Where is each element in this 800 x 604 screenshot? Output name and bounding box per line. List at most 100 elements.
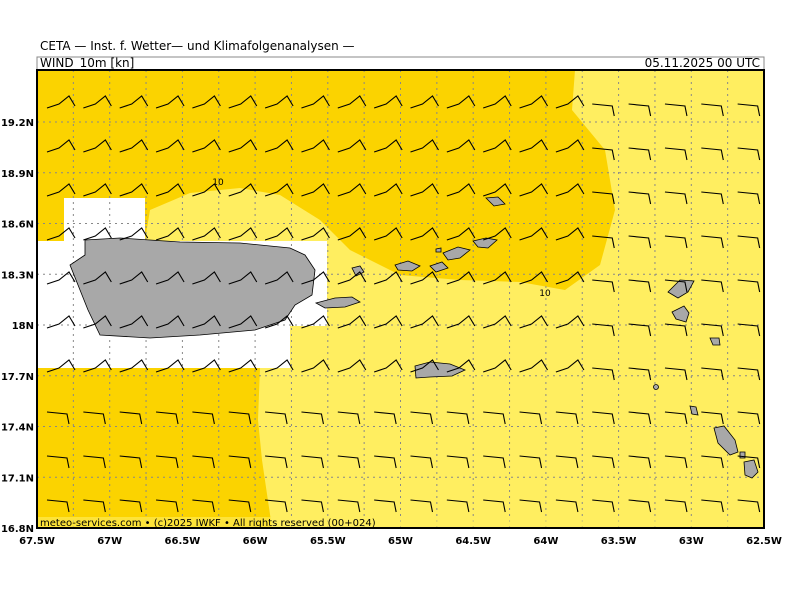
wind-barb: [592, 235, 615, 249]
wind-barb: [628, 323, 652, 337]
wind-barb: [483, 455, 506, 469]
wind-barb: [628, 147, 652, 161]
wind-barb: [155, 499, 179, 513]
wind-barb: [410, 139, 439, 153]
wind-barb: [628, 411, 652, 425]
wind-barb: [228, 359, 258, 373]
wind-barb: [483, 411, 506, 425]
wind-barb: [628, 235, 652, 249]
field-name: WIND_10m [kn]: [40, 56, 134, 70]
wind-barb: [664, 323, 688, 337]
wind-barb: [46, 95, 76, 109]
wind-barb: [119, 139, 149, 153]
map-frame: [36, 69, 765, 529]
wind-barb: [119, 411, 143, 425]
wind-barb: [410, 411, 434, 425]
wind-barb: [737, 367, 761, 381]
wind-barb: [664, 103, 688, 117]
wind-barb: [301, 95, 330, 109]
wind-barb: [83, 227, 112, 241]
wind-barb: [410, 315, 439, 329]
wind-barb: [337, 95, 367, 109]
wind-barb: [192, 271, 221, 285]
wind-barb: [701, 323, 724, 337]
wind-barb: [228, 315, 258, 329]
wind-barb: [519, 411, 543, 425]
wind-barb: [410, 183, 439, 197]
wind-barb: [264, 271, 294, 285]
wind-barb: [664, 455, 688, 469]
wind-barb: [83, 183, 112, 197]
wind-barb: [373, 271, 403, 285]
wind-barb: [46, 499, 70, 513]
wind-barb: [83, 499, 106, 513]
wind-barb: [119, 499, 143, 513]
wind-barb: [446, 227, 476, 241]
wind-barb: [555, 315, 585, 329]
wind-barb: [192, 359, 221, 373]
header-title: CETA — Inst. f. Wetter— und Klimafolgena…: [40, 39, 355, 53]
wind-barb: [119, 315, 149, 329]
wind-barb: [337, 271, 367, 285]
land: [69, 196, 759, 479]
wind-barb: [301, 315, 330, 329]
wind-barb: [701, 367, 724, 381]
wind-barb: [83, 95, 112, 109]
wind-barb: [301, 227, 330, 241]
wind-barb: [119, 455, 143, 469]
wind-barb: [192, 95, 221, 109]
wind-barb: [519, 139, 549, 153]
wind-barb: [483, 359, 512, 373]
wind-barb: [301, 139, 330, 153]
wind-barb: [192, 315, 221, 329]
wind-barb: [155, 359, 185, 373]
wind-barb: [301, 183, 330, 197]
wind-barb: [228, 455, 252, 469]
wind-barb: [337, 359, 367, 373]
wind-barb: [301, 411, 324, 425]
wind-barb: [555, 455, 579, 469]
wind-barb: [46, 411, 70, 425]
x-label: 64.5W: [455, 536, 491, 547]
wind-barb: [83, 271, 112, 285]
wind-barb: [664, 235, 688, 249]
wind-barb: [446, 315, 476, 329]
wind-barb: [373, 227, 403, 241]
wind-barb: [83, 359, 112, 373]
axis-labels: 67.5W 67W 66.5W 66W 65.5W 65W 64.5W 64W 63.5W 63W…: [1, 118, 782, 547]
wind-barb: [155, 139, 185, 153]
x-label: 63.5W: [601, 536, 637, 547]
wind-barb: [337, 183, 367, 197]
valid-time: 05.11.2025 00 UTC: [645, 56, 760, 70]
wind-barb: [337, 227, 367, 241]
wind-barb: [410, 499, 434, 513]
wind-barb: [410, 455, 434, 469]
wind-barb: [628, 103, 652, 117]
wind-barb: [483, 183, 512, 197]
wind-barb: [519, 271, 549, 285]
wind-barb: [192, 227, 221, 241]
wind-barb: [737, 323, 761, 337]
wind-barb: [446, 271, 476, 285]
wind-barb: [664, 367, 688, 381]
wind-barb: [701, 279, 724, 293]
wind-barb: [592, 455, 615, 469]
wind-barb: [119, 359, 149, 373]
wind-barb: [701, 499, 724, 513]
wind-barb: [155, 315, 185, 329]
x-label: 64W: [533, 536, 558, 547]
y-label: 18.3N: [1, 270, 34, 281]
wind-barb: [592, 411, 615, 425]
wind-barb: [46, 455, 70, 469]
wind-barb: [483, 499, 506, 513]
wind-barb: [228, 227, 258, 241]
x-label: 67W: [97, 536, 122, 547]
wind-barb: [737, 455, 761, 469]
wind-barb: [483, 271, 512, 285]
wind-barb: [519, 183, 549, 197]
wind-barb: [519, 455, 543, 469]
wind-barb: [737, 147, 761, 161]
wind-barb: [83, 411, 106, 425]
wind-barb: [737, 235, 761, 249]
wind-barb: [265, 499, 288, 513]
